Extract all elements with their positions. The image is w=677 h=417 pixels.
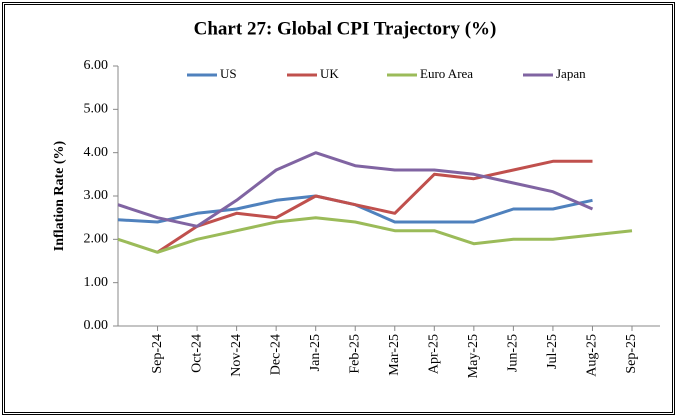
series-line: [117, 194, 593, 224]
x-tick-label: Apr-25: [427, 334, 442, 374]
y-tick-label: 2.00: [84, 232, 109, 247]
x-tick-label: Sep-25: [624, 334, 639, 374]
x-tick-label: Sep-24: [150, 334, 165, 374]
series-line: [156, 159, 593, 254]
x-tick-label: Jul-25: [545, 334, 560, 369]
series-line: [117, 216, 633, 254]
x-tick-label: Jun-25: [506, 334, 521, 372]
x-tick-label: Oct-24: [189, 334, 204, 373]
x-tick-label: May-25: [466, 334, 481, 378]
x-tick-label: Jan-25: [308, 334, 323, 371]
legend-label: Euro Area: [420, 66, 473, 81]
legend: US UK Euro Area Japan: [187, 66, 586, 81]
y-tick-label: 0.00: [84, 318, 109, 333]
y-tick-label: 6.00: [84, 58, 109, 73]
legend-label: Japan: [556, 66, 586, 81]
series-line: [117, 151, 594, 228]
x-tick-label: Aug-25: [585, 334, 600, 377]
chart-title: Chart 27: Global CPI Trajectory (%): [194, 18, 497, 39]
y-tick-label: 3.00: [84, 188, 109, 203]
legend-label: US: [220, 66, 237, 81]
y-tick-label: 4.00: [84, 145, 109, 160]
x-tick-label: Feb-25: [347, 334, 362, 374]
x-tick-label: Nov-24: [229, 334, 244, 377]
legend-label: UK: [320, 66, 339, 81]
x-tick-label: Dec-24: [268, 334, 283, 375]
y-tick-label: 1.00: [84, 275, 109, 290]
y-axis-title: Inflation Rate (%): [52, 140, 67, 251]
y-tick-label: 5.00: [84, 102, 109, 117]
x-tick-label: Mar-25: [387, 334, 402, 376]
